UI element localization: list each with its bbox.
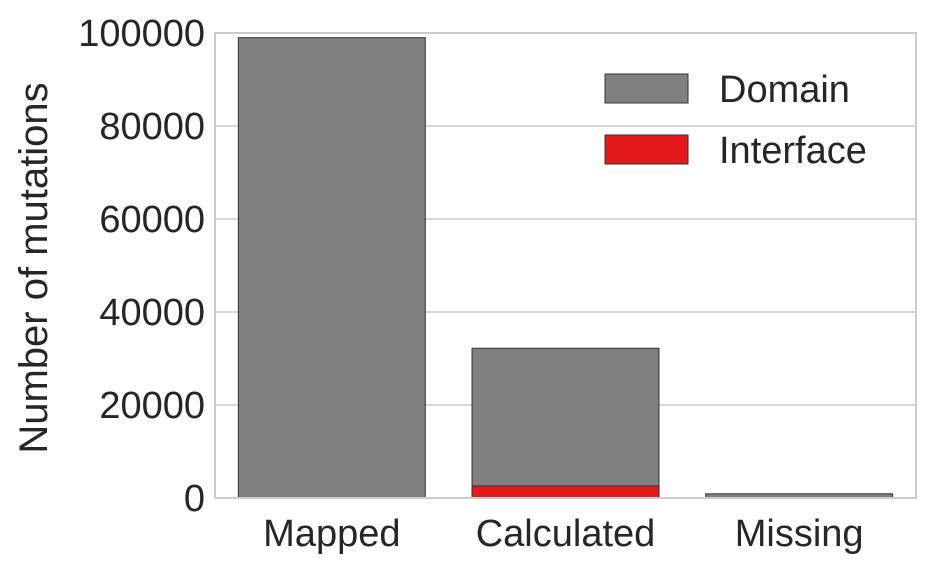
bar-domain-calculated [471,347,660,499]
legend-label-interface: Interface [719,130,867,172]
bar-interface-calculated [471,485,660,499]
y-tick-label: 100000 [78,13,205,55]
x-tick-label: Calculated [476,513,656,555]
y-axis-label: Number of mutations [12,82,56,453]
legend-label-domain: Domain [719,69,850,111]
y-tick-label: 20000 [99,385,205,427]
bar-domain-mapped [237,37,426,499]
y-tick-label: 80000 [99,106,205,148]
y-tick-label: 60000 [99,199,205,241]
legend-swatch-interface [604,134,689,165]
legend-swatch-domain [604,73,689,104]
plot-frame [214,32,917,499]
x-tick-label: Missing [735,513,864,555]
bars [237,37,894,499]
y-tick-labels: 0 20000 40000 60000 80000 100000 [78,13,205,520]
y-tick-label: 40000 [99,292,205,334]
legend: Domain Interface [604,69,867,172]
x-tick-labels: Mapped Calculated Missing [263,513,863,555]
x-tick-label: Mapped [263,513,400,555]
y-tick-label: 0 [184,478,205,520]
